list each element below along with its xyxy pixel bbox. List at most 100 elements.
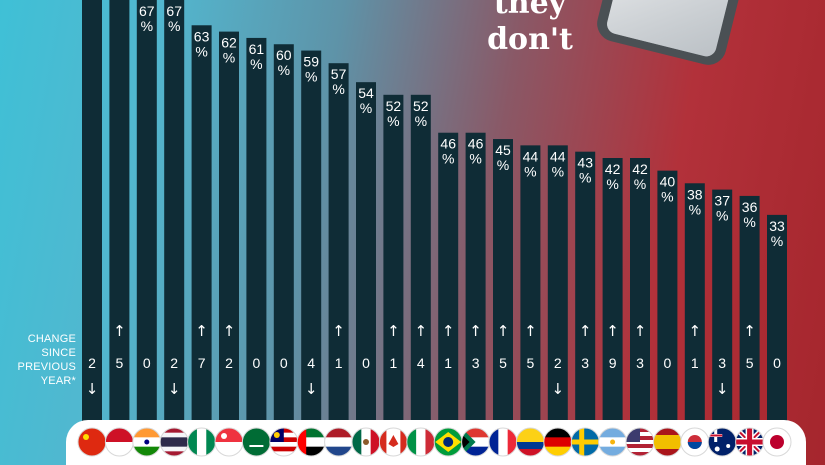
value-label-6: 61% (249, 41, 265, 72)
italy-flag (406, 427, 436, 457)
change-label-19: 9 (609, 355, 617, 371)
usa-flag (625, 427, 655, 457)
up-arrow-icon-14: ↑ (469, 322, 482, 340)
value-label-16: 44% (523, 148, 539, 179)
value-label-4: 63% (194, 28, 210, 59)
bar-9 (328, 63, 349, 432)
bar-11 (383, 94, 404, 433)
bar-17 (547, 145, 568, 433)
uk-flag (735, 427, 765, 457)
value-label-21: 40% (660, 174, 676, 205)
value-label-18: 43% (577, 155, 593, 186)
malaysia-flag (269, 427, 299, 457)
value-label-9: 57% (331, 66, 347, 97)
down-arrow-icon-17: ↓ (552, 380, 565, 398)
uae-flag (296, 427, 326, 457)
value-label-2: 67% (139, 3, 155, 34)
change-label-16: 5 (527, 355, 535, 371)
value-label-22: 38% (687, 186, 703, 217)
indonesia-flag (104, 427, 134, 457)
value-label-24: 36% (742, 199, 758, 230)
value-label-7: 60% (276, 47, 292, 78)
up-arrow-icon-16: ↑ (524, 322, 537, 340)
netherlands-flag (324, 427, 354, 457)
australia-flag (707, 427, 737, 457)
bar-15 (493, 139, 513, 433)
bar-20 (630, 158, 650, 432)
bar-19 (602, 158, 623, 432)
value-label-23: 37% (714, 193, 730, 224)
thailand-flag (159, 427, 189, 457)
up-arrow-icon-19: ↑ (606, 322, 619, 340)
bar-13 (438, 132, 459, 432)
bar-22 (684, 183, 705, 432)
headline-fragment: they don't (470, 0, 590, 58)
value-label-13: 46% (440, 136, 456, 167)
bar-7 (273, 44, 294, 433)
up-arrow-icon-9: ↑ (332, 322, 345, 340)
up-arrow-icon-5: ↑ (223, 322, 236, 340)
south-africa-flag (461, 427, 491, 457)
bars-group (82, 0, 787, 433)
bar-8 (301, 50, 322, 433)
mexico-flag (351, 427, 381, 457)
up-arrow-icon-11: ↑ (387, 322, 400, 340)
bar-24 (739, 195, 760, 432)
bar-21 (657, 170, 678, 432)
headline-line-1: they (493, 0, 567, 21)
up-arrow-icon-12: ↑ (415, 322, 428, 340)
bar-18 (575, 151, 596, 432)
bar-6 (246, 37, 267, 433)
change-label-5: 2 (225, 355, 233, 371)
value-label-20: 42% (632, 161, 648, 192)
bar-12 (410, 94, 431, 433)
saudi-arabia-flag (241, 427, 271, 457)
singapore-flag (214, 427, 244, 457)
bar-25 (767, 214, 787, 432)
china-flag (77, 427, 107, 457)
change-label-18: 3 (581, 355, 589, 371)
down-arrow-icon-0: ↓ (86, 380, 99, 398)
change-label-0: 2 (88, 355, 96, 371)
canada-flag (378, 427, 408, 457)
bar-10 (356, 82, 376, 432)
germany-flag (543, 427, 573, 457)
change-label-11: 1 (390, 355, 398, 371)
change-label-17: 2 (554, 355, 562, 371)
change-label-3: 2 (170, 355, 178, 371)
spain-flag (652, 427, 682, 457)
france-flag (488, 427, 518, 457)
bar-14 (465, 132, 486, 432)
value-label-14: 46% (468, 136, 484, 167)
down-arrow-icon-8: ↓ (305, 380, 318, 398)
value-label-3: 67% (166, 3, 182, 34)
colombia-flag (515, 427, 545, 457)
bar-5 (219, 31, 239, 432)
change-label-4: 7 (198, 355, 206, 371)
change-label-21: 0 (664, 355, 672, 371)
bar-2 (136, 0, 157, 432)
value-label-8: 59% (303, 54, 319, 85)
change-since-previous-year-label: CHANGE SINCE PREVIOUS YEAR* (17, 333, 76, 387)
change-labels-group: 2 ↓ ↑ 5 0 2 ↓ ↑ 7 ↑ 2 0 0 4 ↓ ↑ 1 0 ↑ 1 ↑ 4 ↑ 1 ↑ 3 ↑ 5 ↑ 5 2 ↓ ↑ 3 ↑ 9 ↑ 3 0 ↑… (86, 322, 781, 398)
south-korea-flag (680, 427, 710, 457)
change-label-6: 0 (253, 355, 261, 371)
down-arrow-icon-3: ↓ (168, 380, 181, 398)
value-label-10: 54% (358, 85, 374, 116)
change-label-15: 5 (499, 355, 507, 371)
value-label-12: 52% (413, 98, 429, 129)
up-arrow-icon-24: ↑ (743, 322, 756, 340)
change-label-10: 0 (362, 355, 370, 371)
sweden-flag (570, 427, 600, 457)
value-label-17: 44% (550, 148, 566, 179)
up-arrow-icon-20: ↑ (634, 322, 647, 340)
change-label-9: 1 (335, 355, 343, 371)
up-arrow-icon-15: ↑ (497, 322, 510, 340)
change-label-12: 4 (417, 355, 425, 371)
value-label-15: 45% (495, 142, 511, 173)
brazil-flag (433, 427, 463, 457)
india-flag (132, 427, 162, 457)
change-label-8: 4 (307, 355, 315, 371)
value-label-25: 33% (769, 218, 785, 249)
